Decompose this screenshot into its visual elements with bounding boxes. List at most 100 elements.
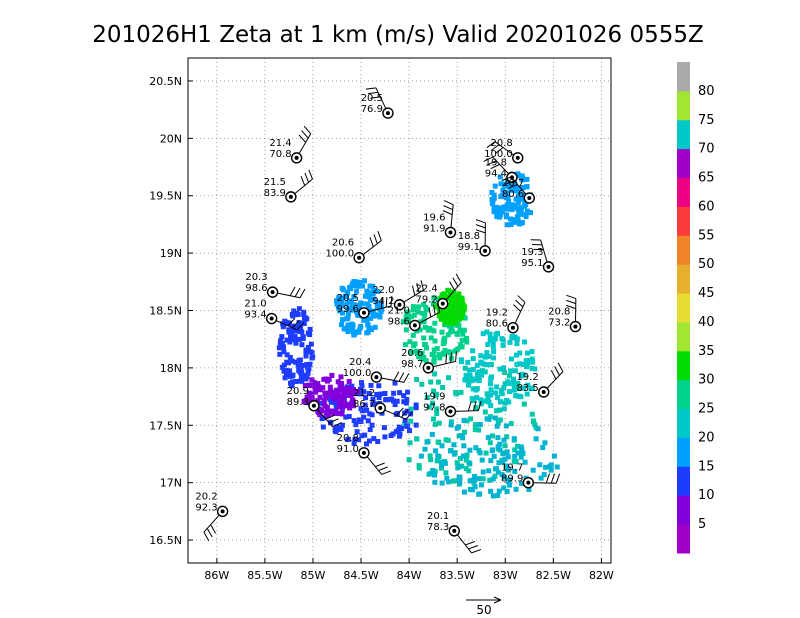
zeta-cell bbox=[313, 389, 319, 395]
zeta-cell bbox=[342, 400, 348, 406]
wind-barb-flag bbox=[472, 401, 477, 411]
zeta-cell bbox=[491, 453, 497, 459]
zeta-cell bbox=[349, 321, 355, 327]
wind-barb-flag bbox=[566, 299, 576, 305]
zeta-cell bbox=[476, 369, 482, 375]
wind-barb-flag bbox=[304, 172, 310, 183]
zeta-cell bbox=[281, 349, 287, 355]
zeta-cell bbox=[467, 486, 473, 492]
zeta-cell bbox=[434, 458, 440, 464]
zeta-cell bbox=[529, 356, 535, 362]
wind-barb-flag bbox=[411, 285, 416, 296]
station-value-bottom: 97.8 bbox=[423, 403, 445, 414]
wind-barb-flag bbox=[455, 351, 457, 362]
zeta-cell bbox=[514, 362, 520, 368]
zeta-cell bbox=[497, 366, 503, 372]
zeta-cell bbox=[333, 400, 338, 406]
wind-barb-flag bbox=[296, 322, 305, 331]
zeta-cell bbox=[328, 399, 334, 405]
zeta-cell bbox=[480, 476, 486, 482]
station-marker-dot bbox=[361, 450, 366, 455]
station-value-bottom: 83.5 bbox=[516, 383, 538, 394]
wind-barb-flag bbox=[450, 352, 452, 363]
station-marker-dot bbox=[515, 155, 520, 160]
zeta-cell bbox=[490, 433, 495, 439]
zeta-cell bbox=[364, 330, 370, 336]
station-marker-dot bbox=[311, 403, 316, 408]
zeta-cell bbox=[365, 418, 371, 424]
zeta-cell bbox=[528, 386, 534, 392]
zeta-cell bbox=[487, 331, 493, 337]
wind-barb-flag bbox=[365, 87, 376, 90]
zeta-cell bbox=[430, 352, 436, 358]
x-tick-label: 82.5W bbox=[536, 569, 571, 582]
zeta-cell bbox=[516, 211, 522, 217]
zeta-cell bbox=[495, 395, 501, 401]
zeta-cell bbox=[442, 335, 448, 341]
zeta-cell bbox=[392, 402, 398, 408]
zeta-cell bbox=[445, 437, 451, 443]
zeta-cell bbox=[474, 395, 480, 400]
station-value-top: 20.8 bbox=[490, 138, 512, 149]
zeta-cell bbox=[441, 338, 447, 344]
wind-barb-flag bbox=[403, 373, 410, 383]
station: 21.583.9 bbox=[264, 169, 313, 203]
zeta-cell bbox=[338, 427, 344, 432]
zeta-cell bbox=[418, 453, 424, 459]
zeta-cell bbox=[489, 448, 495, 454]
zeta-cell bbox=[431, 328, 437, 334]
zeta-cell bbox=[502, 443, 508, 449]
zeta-cell bbox=[333, 409, 339, 415]
zeta-cell bbox=[346, 389, 352, 395]
zeta-cell bbox=[480, 469, 486, 475]
zeta-cell bbox=[309, 355, 315, 361]
zeta-cell bbox=[391, 398, 396, 404]
zeta-cell bbox=[493, 204, 499, 210]
zeta-cell bbox=[346, 414, 352, 419]
wind-barb-flag bbox=[396, 407, 404, 416]
zeta-cell bbox=[457, 295, 463, 301]
zeta-cell bbox=[317, 394, 323, 400]
zeta-cell bbox=[414, 436, 420, 442]
zeta-cell bbox=[362, 432, 368, 438]
zeta-cell bbox=[315, 381, 321, 387]
zeta-cell bbox=[457, 327, 463, 333]
zeta-cell bbox=[405, 319, 411, 325]
zeta-cell bbox=[472, 477, 478, 483]
station-value-bottom: 76.9 bbox=[361, 104, 383, 115]
zeta-cell bbox=[299, 342, 305, 348]
station-marker-dot bbox=[448, 409, 453, 414]
zeta-cell bbox=[472, 377, 478, 383]
zeta-cell bbox=[488, 392, 494, 398]
wind-barb-flag bbox=[308, 169, 313, 180]
zeta-cell bbox=[414, 377, 420, 382]
zeta-cell bbox=[404, 396, 410, 402]
colorbar-segment bbox=[677, 293, 690, 323]
station-marker-dot bbox=[526, 480, 531, 485]
station-marker-dot bbox=[510, 325, 515, 330]
zeta-cell bbox=[280, 344, 285, 350]
zeta-cell bbox=[504, 222, 510, 228]
zeta-cell bbox=[435, 297, 441, 302]
y-tick-label: 18N bbox=[160, 362, 182, 375]
zeta-cell bbox=[467, 372, 473, 378]
zeta-cell bbox=[489, 190, 495, 195]
zeta-cell bbox=[364, 407, 370, 413]
colorbar-segment bbox=[677, 177, 690, 207]
station-value-top: 19.2 bbox=[486, 308, 508, 319]
zeta-cell bbox=[478, 397, 484, 403]
zeta-cell bbox=[384, 397, 389, 402]
zeta-cell bbox=[432, 320, 438, 326]
zeta-cell bbox=[337, 308, 343, 314]
zeta-cell bbox=[469, 378, 475, 384]
zeta-cell bbox=[433, 391, 439, 397]
zeta-cell bbox=[370, 396, 376, 402]
wind-barb-flag bbox=[557, 362, 564, 372]
colorbar-label: 75 bbox=[698, 113, 715, 128]
zeta-cell bbox=[492, 183, 498, 189]
zeta-cell bbox=[507, 339, 513, 345]
station-value-bottom: 99.1 bbox=[458, 242, 480, 253]
zeta-cell bbox=[431, 416, 436, 422]
zeta-cell bbox=[452, 348, 458, 354]
